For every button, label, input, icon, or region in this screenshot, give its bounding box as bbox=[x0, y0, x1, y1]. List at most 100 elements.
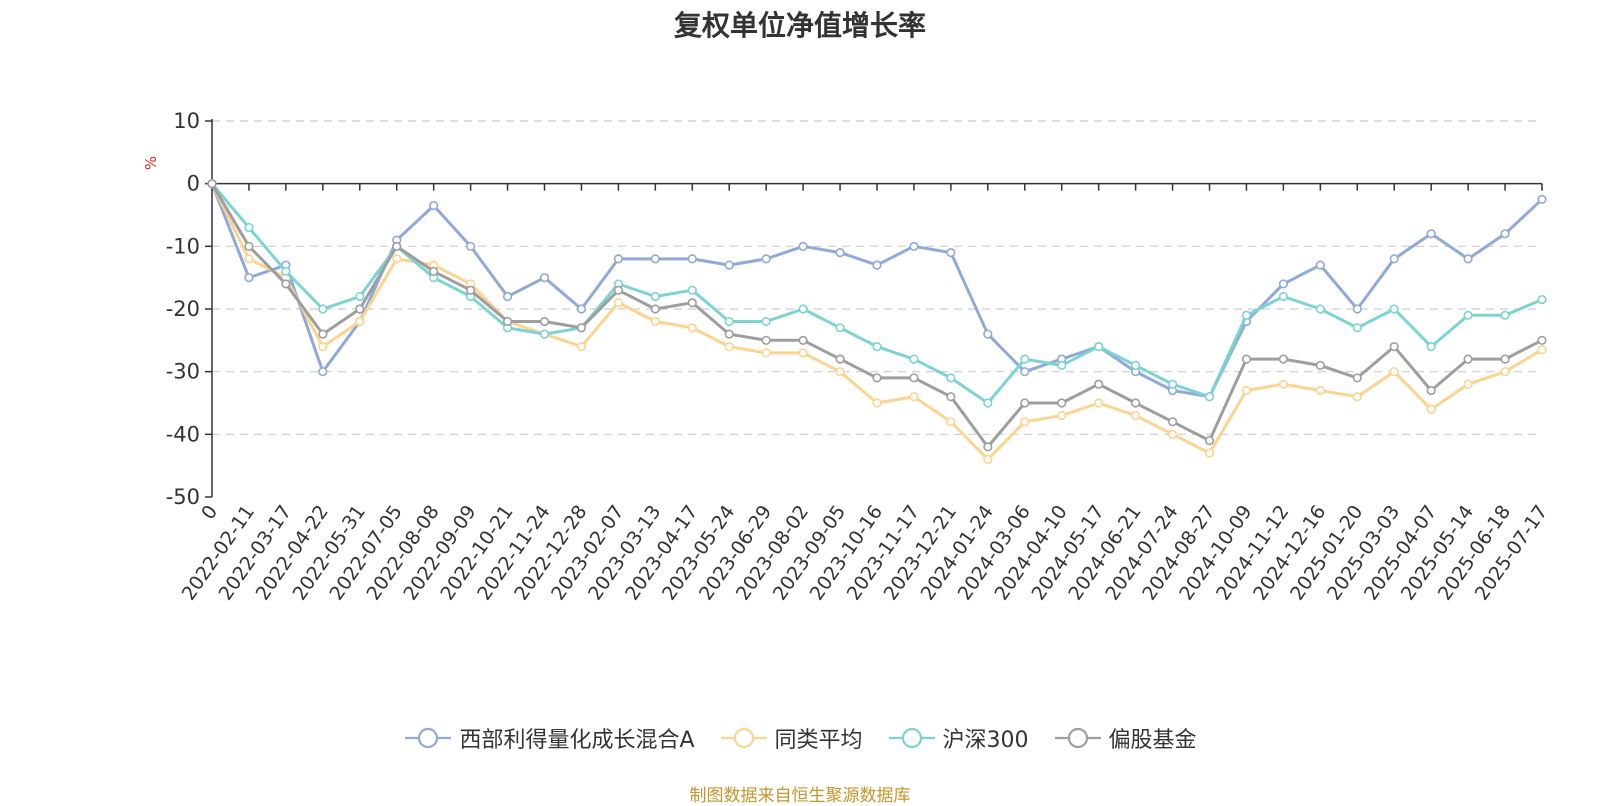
data-point bbox=[946, 417, 956, 427]
data-point bbox=[1500, 310, 1510, 320]
data-point bbox=[576, 323, 587, 333]
data-point bbox=[761, 316, 771, 327]
x-tick-label: 0 bbox=[197, 501, 222, 524]
legend-item[interactable]: 西部利得量化成长混合A bbox=[403, 722, 695, 754]
legend-marker-icon bbox=[405, 727, 452, 749]
data-point bbox=[761, 335, 771, 345]
data-point bbox=[1204, 392, 1215, 402]
data-point bbox=[502, 291, 513, 302]
data-point bbox=[1278, 354, 1288, 364]
data-point bbox=[1426, 385, 1436, 396]
data-point bbox=[1352, 323, 1362, 333]
legend-item[interactable]: 偏股基金 bbox=[1053, 722, 1197, 754]
data-point bbox=[761, 348, 771, 358]
data-point bbox=[318, 342, 328, 352]
data-point bbox=[1315, 385, 1325, 396]
data-point bbox=[613, 298, 623, 308]
data-point bbox=[1352, 373, 1362, 383]
series-line-0 bbox=[210, 182, 1544, 399]
data-point bbox=[983, 329, 993, 339]
legend-label: 沪深300 bbox=[942, 728, 1029, 753]
data-point bbox=[1094, 379, 1104, 389]
data-point bbox=[835, 367, 845, 377]
y-axis-unit: % bbox=[142, 156, 160, 170]
data-point bbox=[1131, 410, 1141, 421]
data-point bbox=[1315, 360, 1325, 371]
data-point bbox=[1020, 417, 1030, 427]
data-point bbox=[946, 248, 956, 258]
data-point bbox=[872, 398, 882, 408]
data-point bbox=[1500, 229, 1510, 239]
data-point bbox=[1020, 354, 1030, 364]
data-point bbox=[1094, 398, 1104, 408]
data-point bbox=[429, 266, 439, 277]
legend-item[interactable]: 沪深300 bbox=[887, 722, 1029, 754]
data-point bbox=[355, 291, 365, 302]
data-point bbox=[392, 254, 402, 264]
legend-marker-icon bbox=[888, 727, 935, 749]
data-point bbox=[1426, 342, 1436, 352]
legend-marker-icon bbox=[720, 727, 767, 749]
y-tick-label: -20 bbox=[166, 297, 200, 321]
data-point bbox=[502, 316, 513, 327]
series-lines bbox=[207, 179, 1547, 465]
data-point bbox=[983, 398, 993, 408]
data-point bbox=[1537, 335, 1547, 345]
data-point bbox=[798, 304, 808, 314]
y-tick-label: -50 bbox=[166, 485, 200, 509]
data-point bbox=[244, 241, 254, 251]
data-point bbox=[1537, 194, 1547, 204]
data-point bbox=[466, 285, 476, 295]
data-point bbox=[1389, 254, 1399, 264]
tick-labels: 100-10-20-30-40-5002022-02-112022-03-172… bbox=[166, 109, 1552, 604]
data-point bbox=[539, 273, 550, 283]
data-point bbox=[1131, 360, 1141, 371]
legend-marker-icon bbox=[1054, 727, 1101, 749]
data-point bbox=[355, 304, 365, 314]
data-point bbox=[613, 285, 623, 295]
data-point bbox=[650, 254, 660, 264]
data-point bbox=[429, 201, 439, 211]
chart-title: 复权单位净值增长率 bbox=[673, 9, 926, 42]
grid-lines bbox=[212, 120, 1542, 435]
y-tick-label: -40 bbox=[166, 422, 200, 446]
data-point bbox=[1278, 291, 1288, 302]
data-point bbox=[244, 273, 254, 283]
data-point bbox=[1204, 448, 1215, 458]
legend-label: 偏股基金 bbox=[1108, 728, 1197, 753]
legend: 西部利得量化成长混合A 同类平均 沪深300 偏股基金 bbox=[0, 722, 1600, 754]
data-point bbox=[1057, 360, 1067, 371]
data-point bbox=[207, 179, 217, 189]
data-point bbox=[1241, 310, 1252, 320]
data-point bbox=[1389, 342, 1399, 352]
data-point bbox=[1057, 398, 1067, 408]
data-point bbox=[650, 291, 660, 302]
data-point bbox=[724, 329, 734, 339]
data-point bbox=[1167, 429, 1178, 439]
data-point bbox=[244, 222, 254, 233]
data-point bbox=[1131, 398, 1141, 408]
data-point bbox=[1537, 345, 1547, 355]
y-tick-label: 10 bbox=[173, 109, 200, 133]
data-point bbox=[983, 442, 993, 452]
data-point bbox=[687, 254, 697, 264]
data-point bbox=[1315, 260, 1325, 270]
legend-item[interactable]: 同类平均 bbox=[719, 722, 863, 754]
data-point bbox=[650, 304, 660, 314]
data-point bbox=[872, 373, 882, 383]
data-point bbox=[318, 367, 328, 377]
data-point bbox=[687, 285, 697, 295]
data-point bbox=[576, 304, 587, 314]
data-point bbox=[798, 335, 808, 345]
axes bbox=[205, 119, 1543, 498]
data-point bbox=[576, 342, 587, 352]
data-point bbox=[798, 348, 808, 358]
data-point bbox=[946, 373, 956, 383]
data-point bbox=[1426, 404, 1436, 414]
data-point bbox=[1094, 342, 1104, 352]
data-point bbox=[318, 329, 328, 339]
data-point bbox=[1389, 304, 1399, 314]
data-point bbox=[872, 260, 882, 270]
data-point bbox=[1057, 410, 1067, 421]
data-point bbox=[1463, 254, 1473, 264]
